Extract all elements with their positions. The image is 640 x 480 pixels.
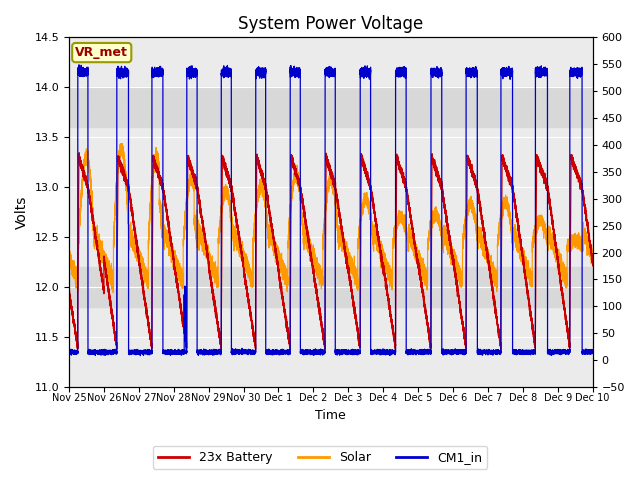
- Y-axis label: Volts: Volts: [15, 195, 29, 229]
- Bar: [69, 267, 593, 307]
- Legend: 23x Battery, Solar, CM1_in: 23x Battery, Solar, CM1_in: [153, 446, 487, 469]
- Bar: [69, 87, 593, 127]
- X-axis label: Time: Time: [316, 409, 346, 422]
- Title: System Power Voltage: System Power Voltage: [238, 15, 424, 33]
- Text: VR_met: VR_met: [76, 46, 128, 59]
